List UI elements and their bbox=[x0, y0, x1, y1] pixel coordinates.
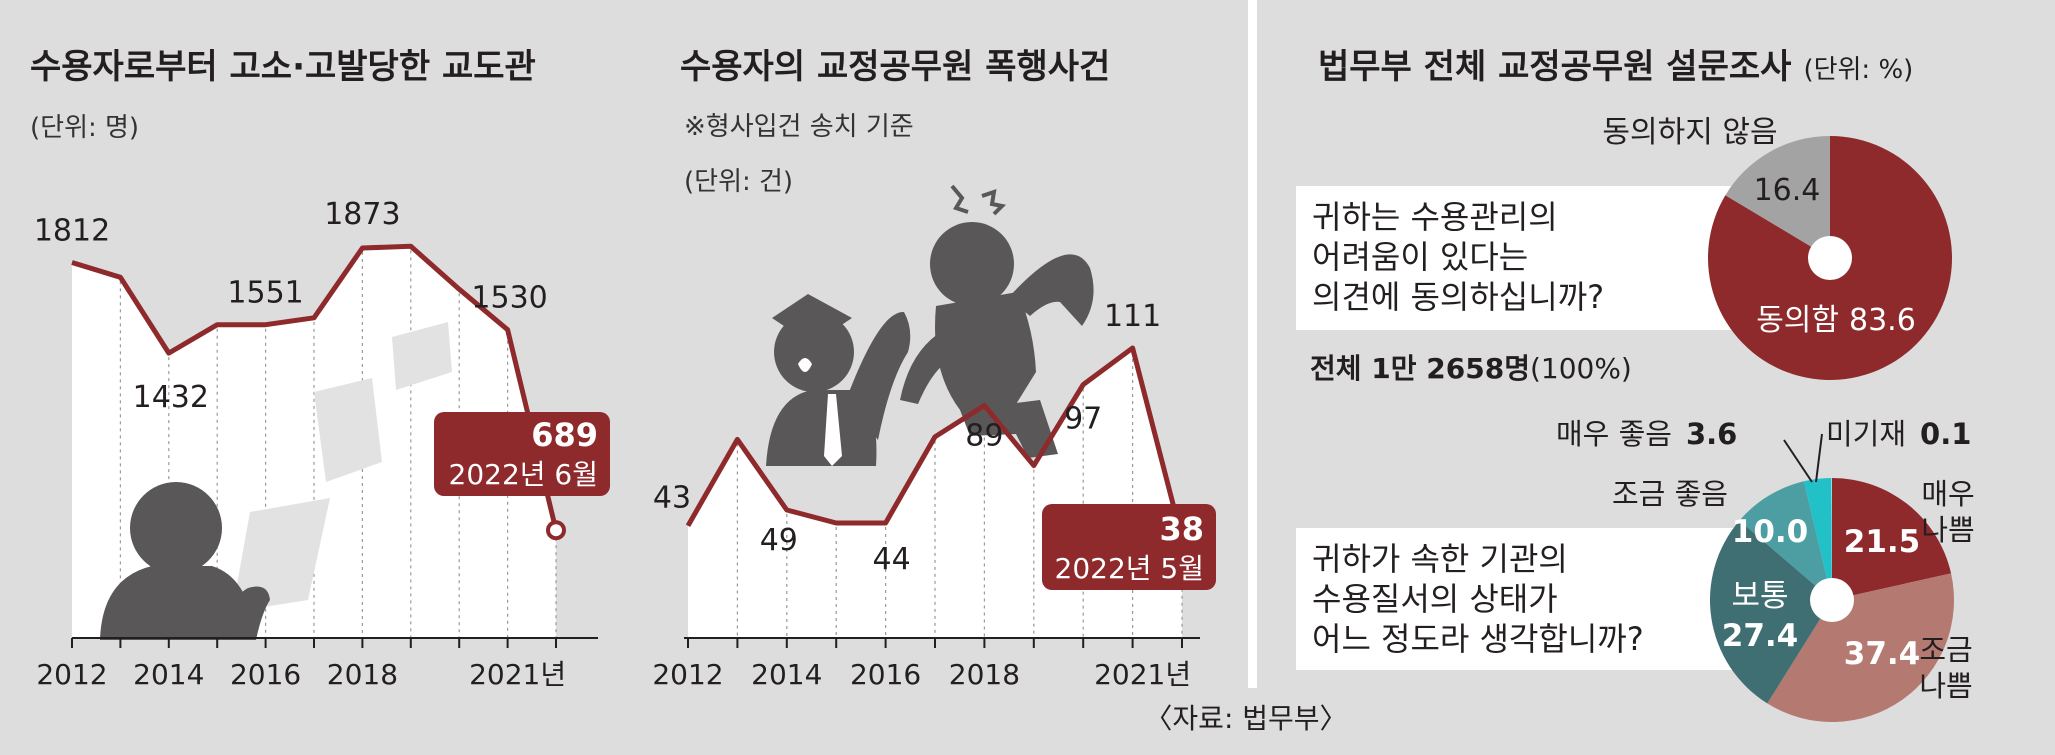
survey2-pie bbox=[1710, 477, 1954, 723]
survey2-pie-slice bbox=[1767, 573, 1954, 723]
c1-x-tick-label: 2012 bbox=[36, 658, 107, 691]
c1-x-tick-label: 2021년 bbox=[469, 658, 566, 691]
c2-x-tick-label: 2014 bbox=[751, 658, 822, 691]
chart1-title: 수용자로부터 고소·고발당한 교도관 bbox=[30, 47, 536, 87]
survey2-label-normal: 보통 bbox=[1731, 578, 1788, 614]
chart2-note: ※형사입건 송치 기준 bbox=[684, 112, 914, 142]
paper-sheet-icon bbox=[392, 322, 452, 390]
chart2-gridlines bbox=[736, 352, 1183, 638]
c1-x-tick-label: 2016 bbox=[230, 658, 301, 691]
panel-assaults: 수용자의 교정공무원 폭행사건 ※형사입건 송치 기준 (단위: 건) bbox=[652, 47, 1216, 691]
survey1-label-agree: 동의함 bbox=[1756, 303, 1839, 338]
chart2-series-line bbox=[685, 345, 1185, 540]
survey2-question-line3: 어느 정도라 생각합니까? bbox=[1312, 620, 1644, 658]
survey2-question-line2: 수용질서의 상태가 bbox=[1312, 580, 1558, 618]
chart1-x-ticks: 2012 2014 2016 2018 2021년 bbox=[36, 638, 566, 691]
c2-point-label: 97 bbox=[1064, 402, 1102, 437]
c1-x-tick-label: 2018 bbox=[327, 658, 398, 691]
survey2-value-slightly-bad: 37.4 bbox=[1844, 636, 1921, 672]
survey1-pie-hole bbox=[1808, 236, 1852, 280]
survey2-value-very-good: 3.6 bbox=[1686, 417, 1737, 451]
survey2-label-slightly-bad: 조금 나쁨 bbox=[1919, 633, 1972, 703]
chart1-end-marker bbox=[546, 520, 566, 541]
survey1-question-line2: 어려움이 있다는 bbox=[1312, 238, 1528, 276]
c2-x-tick-label: 2016 bbox=[850, 658, 921, 691]
panel-lawsuits: 수용자로부터 고소·고발당한 교도관 (단위: 명) 2012 2014 2016 2… bbox=[30, 47, 610, 691]
survey1-question-box bbox=[1296, 186, 1740, 330]
survey2-label-very-good: 매우 좋음 3.6 bbox=[1556, 417, 1737, 451]
survey2-label-very-bad: 매우 나쁨 bbox=[1921, 477, 1974, 547]
c2-x-tick-label: 2018 bbox=[949, 658, 1020, 691]
guard-silhouette-icon bbox=[766, 294, 911, 466]
survey2-value-very-bad: 21.5 bbox=[1844, 524, 1921, 560]
chart1-callout-label: 2022년 6월 bbox=[449, 458, 599, 491]
c2-point-label: 43 bbox=[653, 481, 691, 516]
chart2-callout-label: 2022년 5월 bbox=[1055, 552, 1205, 585]
chart1-point-labels: 1812 1432 1551 1873 1530 bbox=[34, 197, 548, 415]
c2-x-tick-label: 2021년 bbox=[1094, 658, 1191, 691]
source-credit: 〈자료: 법무부〉 bbox=[1144, 702, 1347, 735]
c2-point-label: 44 bbox=[873, 542, 911, 577]
c1-point-label: 1873 bbox=[324, 197, 400, 232]
survey2-question-box bbox=[1296, 528, 1742, 670]
survey1-total: 전체 1만 2658명(100%) bbox=[1310, 352, 1632, 385]
survey1-total-pct: (100%) bbox=[1530, 352, 1632, 385]
anger-symbol-icon bbox=[950, 184, 1007, 216]
c2-point-label: 111 bbox=[1104, 299, 1161, 334]
chart2-x-ticks: 2012 2014 2016 2018 2021년 bbox=[652, 638, 1191, 691]
survey2-value-slightly-good: 10.0 bbox=[1732, 514, 1809, 550]
chart2-title: 수용자의 교정공무원 폭행사건 bbox=[680, 47, 1110, 87]
paper-sheet-icon bbox=[232, 498, 330, 612]
survey2-label-unanswered: 미기재 0.1 bbox=[1826, 417, 1971, 451]
panel-survey: 법무부 전체 교정공무원 설문조사 (단위: %) 귀하는 수용관리의 어려움이 … bbox=[1296, 47, 1975, 723]
survey-unit: (단위: %) bbox=[1803, 55, 1913, 85]
chart1-callout: 689 2022년 6월 bbox=[434, 412, 610, 496]
survey2-leader-very-good bbox=[1783, 439, 1813, 483]
survey1-question-line1: 귀하는 수용관리의 bbox=[1312, 198, 1558, 236]
survey1-pie-slice bbox=[1725, 136, 1830, 258]
chart2-unit: (단위: 건) bbox=[684, 167, 793, 197]
survey-title: 법무부 전체 교정공무원 설문조사 (단위: %) bbox=[1318, 47, 1913, 87]
survey1-agree-number: 83.6 bbox=[1849, 303, 1916, 338]
chart2-callout: 38 2022년 5월 bbox=[1042, 504, 1216, 590]
chart2-point-labels: 43 49 44 89 97 111 bbox=[653, 299, 1161, 577]
chart1-unit: (단위: 명) bbox=[30, 113, 139, 143]
survey1-pie bbox=[1707, 136, 1952, 380]
c2-point-label: 89 bbox=[965, 418, 1003, 453]
paper-sheet-icon bbox=[314, 378, 382, 482]
chart1-series-line bbox=[71, 243, 559, 531]
survey2-leader-unanswered bbox=[1815, 433, 1823, 483]
survey2-value-unanswered: 0.1 bbox=[1920, 417, 1971, 451]
chart1-callout-value: 689 bbox=[531, 416, 598, 454]
c1-point-label: 1812 bbox=[34, 214, 110, 249]
survey2-pie-slice bbox=[1739, 481, 1832, 600]
panel-divider bbox=[1248, 0, 1257, 688]
survey1-label-disagree: 동의하지 않음 bbox=[1602, 115, 1777, 150]
prisoner-reading-silhouette-icon bbox=[100, 482, 270, 640]
survey1-question-line3: 의견에 동의하십니까? bbox=[1312, 278, 1604, 316]
survey2-pie-slice bbox=[1832, 478, 1952, 600]
chart2-callout-value: 38 bbox=[1159, 510, 1204, 548]
survey1-value-disagree: 16.4 bbox=[1754, 173, 1821, 208]
survey1-value-agree: 동의함 83.6 bbox=[1756, 303, 1916, 338]
survey2-pie-slice bbox=[1710, 520, 1832, 704]
chart2-area bbox=[688, 348, 1182, 638]
survey2-value-normal: 27.4 bbox=[1722, 618, 1799, 654]
c1-x-tick-label: 2014 bbox=[133, 658, 204, 691]
survey2-pie-slice bbox=[1803, 478, 1832, 600]
c1-point-label: 1432 bbox=[133, 380, 209, 415]
survey2-question-line1: 귀하가 속한 기관의 bbox=[1312, 540, 1568, 578]
c1-point-label: 1530 bbox=[471, 281, 547, 316]
c2-x-tick-label: 2012 bbox=[652, 658, 723, 691]
survey2-pie-slice bbox=[1831, 477, 1832, 600]
survey2-pie-hole bbox=[1810, 578, 1854, 622]
survey2-label-slightly-good: 조금 좋음 bbox=[1612, 477, 1728, 511]
c1-point-label: 1551 bbox=[227, 276, 303, 311]
c2-point-label: 49 bbox=[760, 523, 798, 558]
attacker-silhouette-icon bbox=[900, 222, 1094, 458]
